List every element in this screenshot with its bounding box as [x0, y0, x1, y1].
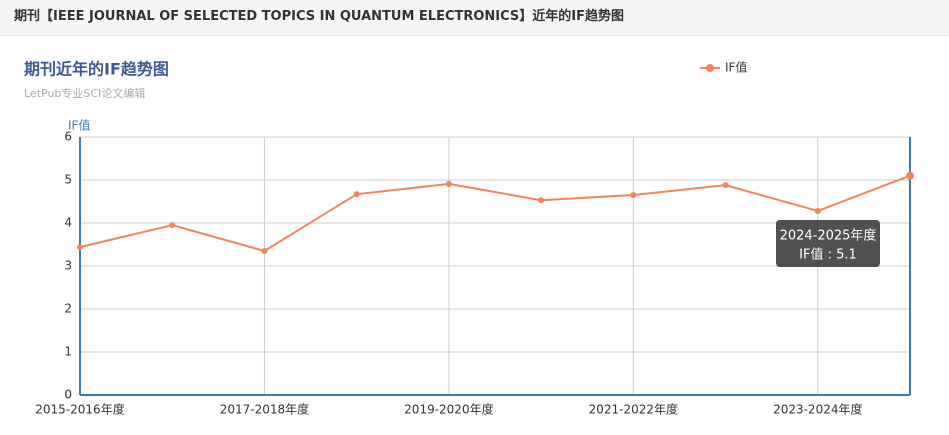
data-point: [538, 197, 545, 204]
data-point: [445, 180, 452, 187]
data-point: [722, 182, 729, 189]
legend-label: IF值: [725, 60, 747, 75]
tooltip-title: 2024-2025年度: [780, 228, 877, 244]
tooltip-text: IF值 : 5.1: [799, 247, 857, 263]
tooltip-box: [776, 220, 880, 267]
y-tick-label: 6: [64, 130, 72, 144]
data-point: [814, 207, 821, 214]
data-point: [906, 171, 914, 180]
x-tick-label: 2017-2018年度: [220, 402, 309, 417]
legend-marker: [706, 64, 714, 72]
y-tick-label: 3: [64, 259, 72, 273]
series-line: [79, 174, 911, 253]
chart-title: 期刊近年的IF趋势图: [24, 60, 169, 79]
y-tick-label: 1: [64, 345, 72, 359]
chart: 期刊近年的IF趋势图 LetPub专业SCI论文编辑 IF值 0 1 2 3 4 5 6 20…: [24, 60, 914, 417]
x-tick-label: 2023-2024年度: [773, 402, 862, 417]
y-tick-label: 2: [64, 302, 72, 316]
data-point: [630, 192, 637, 199]
x-tick-label: 2021-2022年度: [589, 402, 678, 417]
y-axis-label: IF值: [68, 118, 90, 133]
data-point: [261, 247, 268, 254]
data-point: [77, 244, 83, 251]
chart-subtitle: LetPub专业SCI论文编辑: [24, 86, 145, 100]
header-title: 期刊【IEEE JOURNAL OF SELECTED TOPICS IN QU…: [0, 0, 949, 36]
y-tick-label: 4: [64, 216, 72, 230]
data-point: [353, 191, 360, 198]
data-point: [169, 222, 176, 229]
x-tick-label: 2015-2016年度: [35, 402, 124, 417]
y-tick-label: 0: [64, 388, 72, 402]
x-tick-label: 2019-2020年度: [404, 402, 493, 417]
y-tick-label: 5: [64, 173, 72, 187]
